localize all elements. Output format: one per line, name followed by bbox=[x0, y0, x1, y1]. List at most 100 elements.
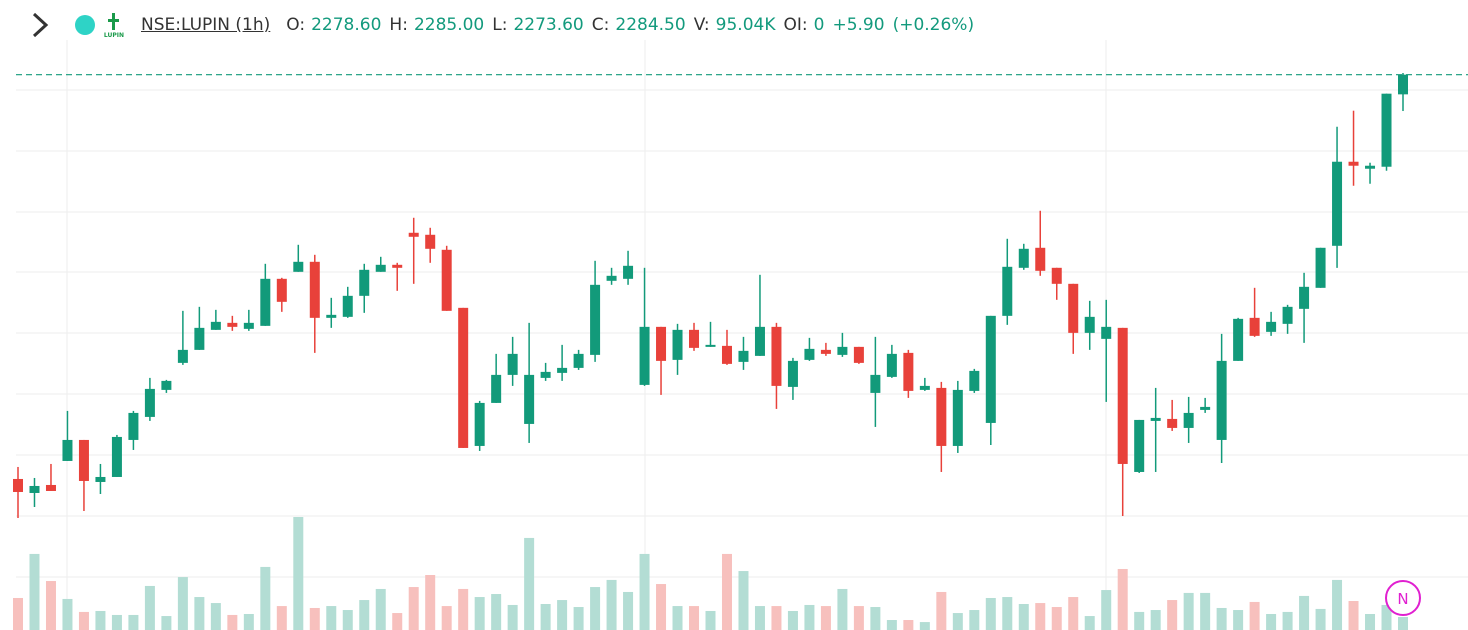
volume-bar bbox=[210, 603, 221, 630]
candle-body bbox=[1068, 283, 1079, 333]
volume-bar bbox=[573, 607, 584, 630]
volume-bar bbox=[1315, 608, 1326, 630]
candle-body bbox=[227, 322, 238, 327]
candle-body bbox=[276, 278, 287, 302]
candle-body bbox=[1216, 360, 1227, 440]
volume-bar bbox=[1348, 600, 1359, 630]
volume-bar bbox=[1216, 607, 1227, 630]
volume-bar bbox=[161, 616, 172, 630]
volume-bar bbox=[458, 588, 469, 630]
volume-bar bbox=[425, 575, 436, 630]
candle-body bbox=[326, 314, 337, 318]
volume-bar bbox=[524, 537, 535, 630]
candle-body bbox=[474, 402, 485, 446]
volume-bar bbox=[227, 614, 238, 630]
volume-bar bbox=[13, 597, 23, 630]
candle-body bbox=[1101, 326, 1112, 339]
symbol[interactable]: NSE:LUPIN (1h) bbox=[141, 15, 271, 35]
volume-bar bbox=[672, 606, 683, 630]
volume-bar bbox=[1266, 613, 1277, 630]
candle-body bbox=[903, 352, 914, 391]
volume-bar bbox=[29, 553, 40, 630]
volume-bar bbox=[1299, 595, 1310, 630]
logo-mark bbox=[108, 19, 119, 22]
volume-bar bbox=[623, 591, 634, 630]
volume-bar bbox=[952, 613, 963, 630]
candle-body bbox=[1200, 406, 1211, 410]
field-label: L: bbox=[492, 15, 508, 35]
volume-bar bbox=[853, 606, 864, 630]
field-value: 2273.60 bbox=[513, 15, 584, 35]
volume-bar bbox=[326, 606, 337, 630]
candle-body bbox=[886, 353, 897, 377]
candle-body bbox=[623, 265, 634, 279]
volume-bar bbox=[1282, 611, 1293, 630]
candle-body bbox=[1332, 161, 1343, 246]
news-badge[interactable] bbox=[1385, 580, 1421, 616]
volume-bar bbox=[1249, 601, 1260, 630]
volume-bar bbox=[870, 607, 881, 630]
candle-body bbox=[771, 326, 782, 386]
candle-body bbox=[1282, 306, 1293, 324]
volume-bar bbox=[1200, 592, 1211, 630]
volume-bar bbox=[1365, 613, 1376, 630]
candle-body bbox=[111, 436, 122, 477]
field-label: H: bbox=[389, 15, 408, 35]
volume-bar bbox=[919, 622, 930, 630]
candle-body bbox=[1035, 247, 1046, 271]
volume-bar bbox=[656, 584, 667, 630]
field-label: OI: bbox=[783, 15, 808, 35]
candle-body bbox=[919, 385, 930, 390]
candle-body bbox=[491, 374, 502, 403]
candle-body bbox=[969, 370, 980, 391]
volume-bar bbox=[754, 606, 765, 630]
volume-bar bbox=[1035, 603, 1046, 630]
candle-body bbox=[392, 264, 403, 268]
field-label: O: bbox=[286, 15, 306, 35]
candle-body bbox=[787, 360, 798, 387]
candle-body bbox=[260, 278, 271, 326]
volume-bar bbox=[540, 604, 551, 630]
candle-body bbox=[1348, 161, 1359, 166]
candle-body bbox=[45, 484, 56, 491]
field-value: 2278.60 bbox=[311, 15, 382, 35]
field-value: 95.04K bbox=[715, 15, 776, 35]
candle-body bbox=[738, 350, 749, 362]
volume-layer bbox=[13, 517, 1408, 630]
volume-bar bbox=[491, 594, 502, 630]
candle-body bbox=[1315, 247, 1326, 288]
candle-body bbox=[1233, 318, 1244, 361]
candle-body bbox=[1117, 327, 1128, 464]
candle-body bbox=[1299, 286, 1310, 309]
change: +5.90 bbox=[832, 15, 885, 35]
candle-body bbox=[507, 353, 518, 375]
candle-body bbox=[721, 345, 732, 364]
candle-body bbox=[194, 327, 205, 350]
logo: LUPIN bbox=[104, 13, 124, 39]
candle-body bbox=[177, 349, 188, 363]
candle-body bbox=[375, 264, 386, 272]
volume-bar bbox=[111, 614, 122, 630]
candle-body bbox=[309, 261, 320, 318]
volume-bar bbox=[260, 566, 271, 630]
candle-body bbox=[62, 439, 73, 461]
volume-bar bbox=[804, 604, 815, 630]
volume-bar bbox=[1381, 604, 1392, 630]
candle-body bbox=[1051, 267, 1062, 284]
collapse-chevron[interactable] bbox=[32, 12, 49, 38]
candle-body bbox=[293, 261, 304, 272]
volume-bar bbox=[1068, 597, 1079, 630]
field-value: 0 bbox=[813, 15, 825, 35]
candle-body bbox=[705, 344, 716, 347]
candle-body bbox=[656, 326, 667, 361]
candle-body bbox=[540, 371, 551, 378]
volume-bar bbox=[78, 611, 89, 630]
volume-bar bbox=[408, 587, 419, 630]
volume-bar bbox=[837, 588, 848, 630]
volume-bar bbox=[194, 597, 205, 630]
volume-bar bbox=[474, 597, 485, 630]
volume-bar bbox=[1134, 611, 1145, 630]
volume-bar bbox=[1332, 579, 1343, 630]
